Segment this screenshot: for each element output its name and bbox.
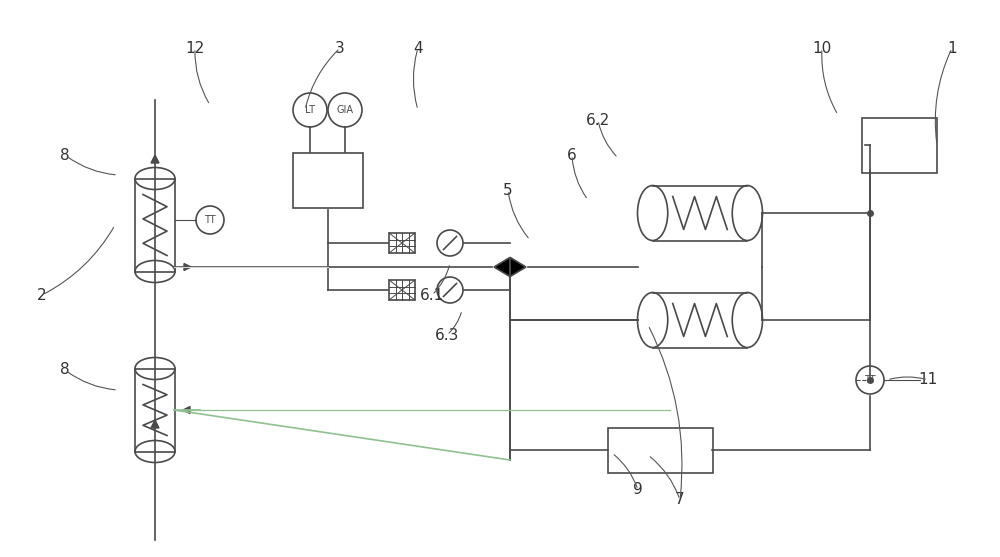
Bar xyxy=(293,153,363,208)
Polygon shape xyxy=(510,257,526,277)
Text: 4: 4 xyxy=(413,41,423,56)
Text: 6.1: 6.1 xyxy=(420,287,444,302)
Text: 6.2: 6.2 xyxy=(586,113,610,128)
Text: LT: LT xyxy=(305,105,315,115)
Bar xyxy=(135,178,175,271)
Text: 11: 11 xyxy=(918,373,938,388)
Bar xyxy=(135,369,175,452)
Text: 7: 7 xyxy=(675,492,685,507)
Text: 8: 8 xyxy=(60,148,70,163)
Text: 10: 10 xyxy=(812,41,832,56)
Polygon shape xyxy=(183,407,190,413)
Bar xyxy=(608,428,712,472)
Text: TT: TT xyxy=(204,215,216,225)
Bar xyxy=(862,118,937,173)
Text: 2: 2 xyxy=(37,287,47,302)
Text: 6.3: 6.3 xyxy=(435,328,459,343)
Text: 9: 9 xyxy=(633,482,643,497)
Text: TT: TT xyxy=(864,375,876,385)
Bar xyxy=(389,280,415,300)
Polygon shape xyxy=(151,420,159,428)
Text: 8: 8 xyxy=(60,363,70,378)
Polygon shape xyxy=(184,263,191,271)
Bar xyxy=(389,233,415,253)
Text: 3: 3 xyxy=(335,41,345,56)
Text: 6: 6 xyxy=(567,148,577,163)
Text: GIA: GIA xyxy=(337,105,354,115)
Text: 12: 12 xyxy=(185,41,205,56)
Polygon shape xyxy=(494,257,510,277)
Polygon shape xyxy=(151,155,159,163)
Text: 1: 1 xyxy=(947,41,957,56)
Text: 5: 5 xyxy=(503,183,513,198)
